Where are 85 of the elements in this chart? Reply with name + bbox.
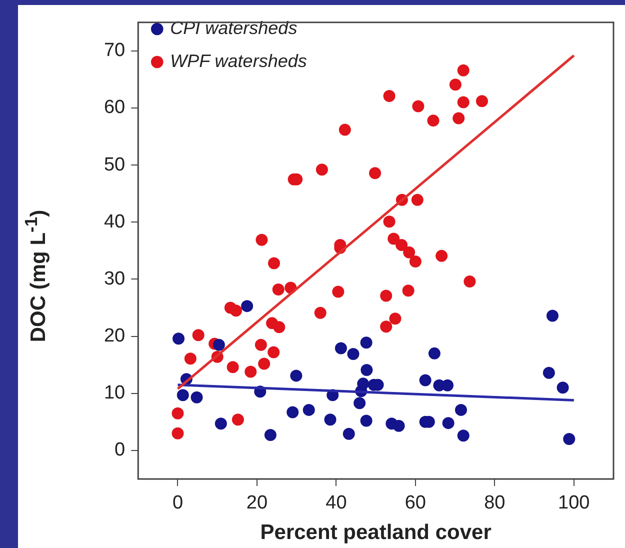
point [241,300,254,312]
point [258,358,270,370]
y-tick-label: 10 [104,382,126,404]
point [230,304,242,317]
x-tick-label: 100 [558,492,590,514]
point [476,95,488,108]
point [380,320,392,333]
point [264,429,276,442]
point [232,414,244,426]
point [403,246,416,258]
point [256,234,268,246]
point [411,194,424,206]
point [412,100,424,112]
point [172,427,184,440]
y-tick-label: 40 [104,211,126,232]
point [272,284,284,296]
point [452,112,465,124]
point [464,276,476,288]
y-tick-label: 20 [104,326,126,347]
point [428,347,440,360]
point [409,256,422,268]
x-axis-title: Percent peatland cover [260,521,492,544]
point [563,433,576,446]
point [442,379,454,392]
x-tick-label: 80 [484,492,506,514]
point [254,338,267,351]
point [334,342,347,354]
point [354,397,366,410]
point [419,374,432,386]
point [226,361,239,374]
point [369,167,382,180]
point [244,366,257,378]
point [449,78,462,91]
point [332,286,344,298]
x-tick-label: 20 [246,492,268,514]
point [324,414,336,426]
point [380,290,392,302]
point [190,391,203,404]
point [212,338,225,351]
point [273,321,286,334]
point [268,346,280,358]
point [388,232,400,245]
point [192,329,204,342]
y-tick-label: 0 [114,440,126,461]
point [172,332,185,345]
point [290,370,302,382]
point [338,124,351,136]
point [184,352,196,365]
point [214,418,227,430]
point [457,96,470,108]
point [314,306,326,319]
y-tick-label: 50 [104,154,126,176]
point [546,310,558,322]
point [316,164,328,176]
point [383,90,396,102]
point [383,216,396,228]
point [396,238,408,251]
x-tick-label: 40 [326,492,347,514]
point [457,64,470,76]
y-tick-label: 30 [104,268,126,290]
point [436,250,448,262]
legend-label: WPF watersheds [170,51,307,71]
x-tick-label: 60 [404,492,426,514]
point [360,414,372,427]
point [457,430,470,442]
y-tick-label: 60 [104,97,126,118]
point [542,366,555,379]
point [342,428,355,440]
point [268,257,280,270]
point [427,114,440,127]
point [442,417,454,430]
point [360,336,372,349]
point [347,348,360,360]
x-tick-label: 0 [172,492,184,514]
point [172,407,184,420]
point [389,312,402,325]
point [360,364,373,376]
y-tick-label: 70 [104,40,126,62]
point [556,382,569,394]
point [176,389,189,402]
point [454,404,467,416]
point [286,406,299,418]
point [392,420,405,432]
point [402,284,414,297]
point [302,404,315,416]
